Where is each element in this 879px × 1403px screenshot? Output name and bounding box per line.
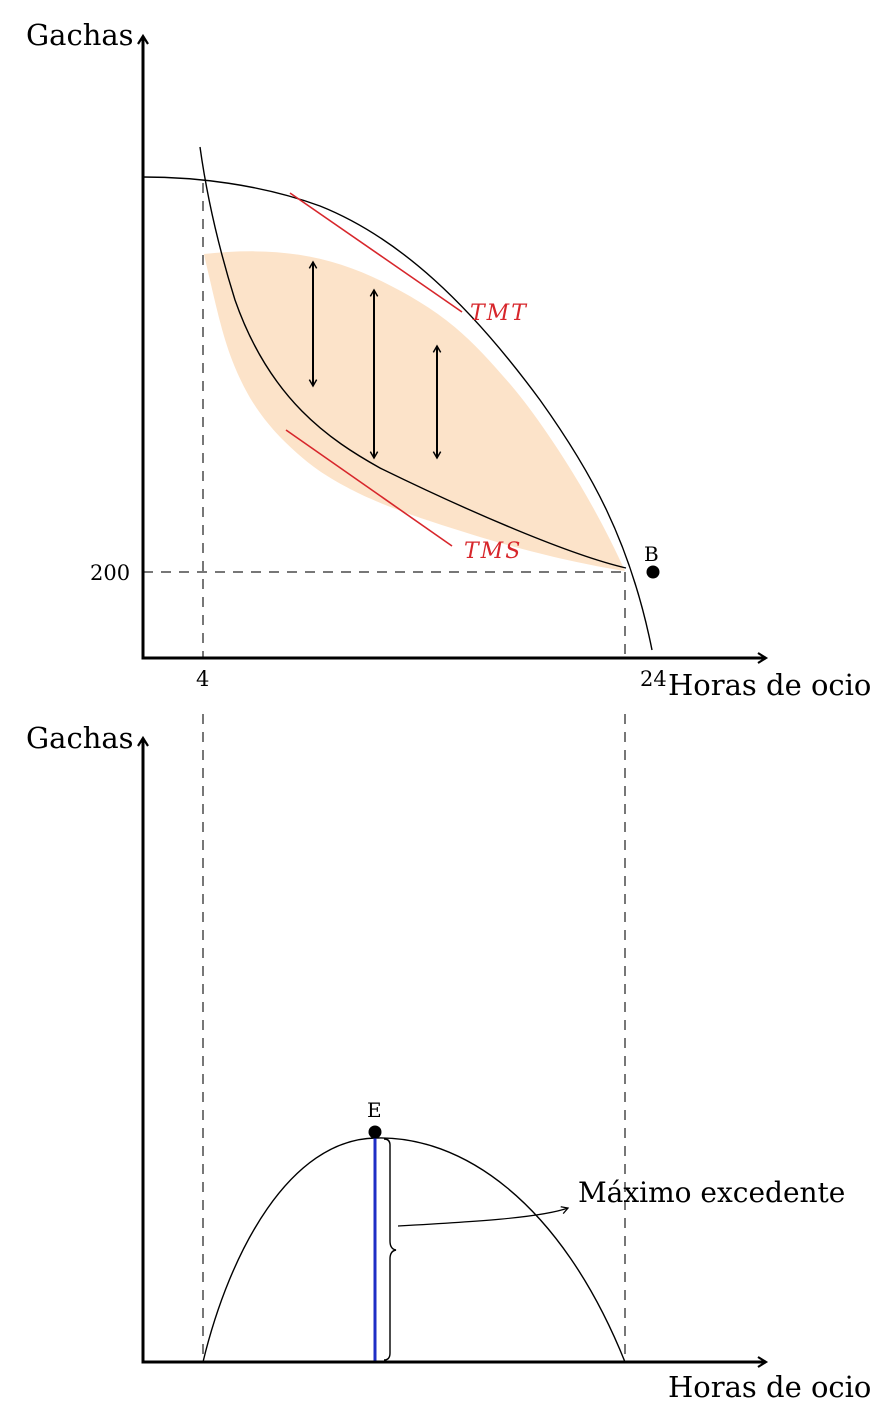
point-b-label: B — [644, 542, 659, 566]
tmt-label: TMT — [470, 301, 528, 326]
point-b — [646, 565, 660, 579]
indifference-curve — [199, 146, 627, 569]
mutual-gain-region — [204, 251, 625, 571]
bottom-panel: Máximo excedente E Gachas Horas de ocio — [26, 721, 871, 1403]
production-frontier-curve — [142, 176, 653, 651]
tms-label: TMS — [464, 539, 522, 564]
bottom-x-axis-label: Horas de ocio — [668, 1370, 871, 1403]
top-x-axis-label: Horas de ocio — [668, 668, 871, 702]
surplus-curve — [202, 1137, 626, 1363]
maximum-surplus-label: Máximo excedente — [578, 1176, 845, 1209]
tmt-tangent-line — [289, 192, 463, 313]
point-e-label: E — [367, 1098, 382, 1122]
x-tick-4: 4 — [196, 667, 209, 691]
point-e — [368, 1125, 382, 1139]
y-tick-200: 200 — [90, 561, 130, 585]
annotation-arrow — [397, 1206, 570, 1227]
top-y-axis-label: Gachas — [26, 18, 134, 52]
tms-tangent-line — [285, 429, 453, 547]
top-panel: TMT TMS B Gachas Horas de ocio 200 4 24 — [26, 18, 871, 702]
x-tick-24: 24 — [640, 667, 667, 691]
curly-brace-icon — [383, 1138, 397, 1361]
bottom-y-axis-label: Gachas — [26, 721, 134, 755]
